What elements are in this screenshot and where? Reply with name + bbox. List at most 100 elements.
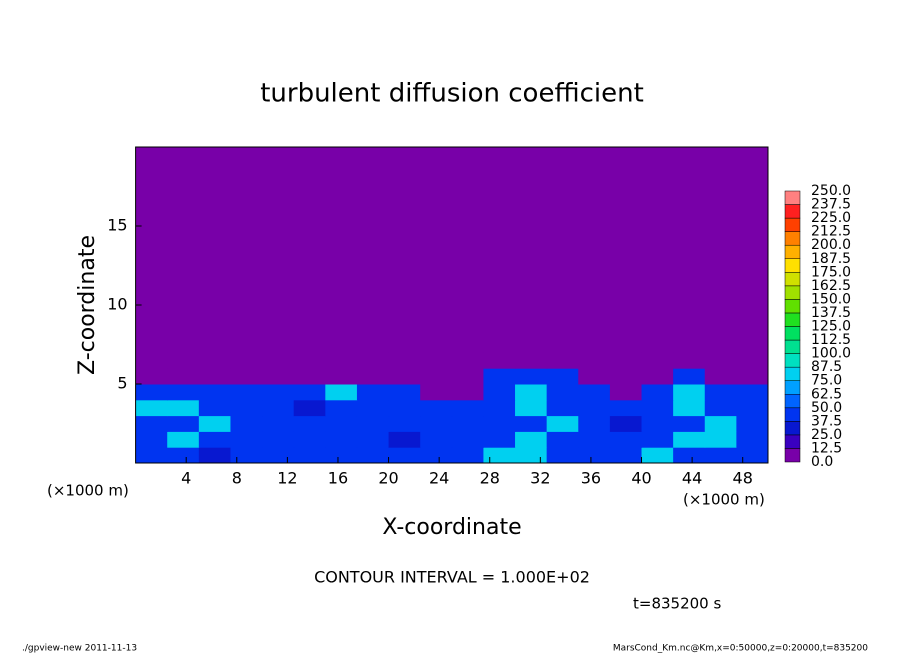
colorbar-swatch	[784, 217, 801, 232]
cell	[135, 415, 168, 432]
cell	[420, 147, 453, 353]
cell	[230, 431, 263, 448]
x-unit: (×1000 m)	[683, 491, 765, 509]
cell	[420, 352, 453, 369]
cell	[578, 384, 611, 401]
cell	[578, 431, 611, 448]
cell	[356, 415, 390, 432]
cell	[325, 368, 358, 385]
cell	[420, 384, 453, 401]
cell	[609, 384, 643, 401]
cell	[230, 415, 263, 432]
colorbar-swatch	[784, 326, 801, 341]
cell	[325, 399, 358, 417]
cell	[420, 431, 453, 448]
cell	[673, 352, 706, 369]
cell	[673, 147, 706, 353]
cell	[704, 384, 737, 401]
cell	[167, 147, 200, 353]
cell	[515, 415, 548, 432]
cell	[515, 447, 548, 464]
cell	[578, 368, 611, 385]
cell	[451, 399, 484, 417]
colorbar-label: 212.5	[811, 224, 851, 240]
cell	[325, 447, 358, 464]
cell	[704, 352, 737, 369]
cell	[420, 415, 453, 432]
cell	[325, 352, 358, 369]
cell	[167, 399, 200, 417]
cell	[420, 368, 453, 385]
cell	[135, 368, 168, 385]
cell	[609, 147, 643, 353]
colorbar-swatch	[784, 366, 801, 381]
cell	[673, 447, 706, 464]
cell	[356, 399, 390, 417]
cell	[578, 352, 611, 369]
y-axis-label: Z-coordinate	[75, 235, 100, 375]
cell	[515, 368, 548, 385]
cell	[546, 368, 579, 385]
cell	[262, 431, 295, 448]
cell	[704, 431, 737, 448]
cell	[515, 431, 548, 448]
cell	[704, 147, 737, 353]
cell	[736, 399, 769, 417]
cell	[198, 415, 231, 432]
cell	[641, 384, 674, 401]
colorbar-swatch	[784, 231, 801, 246]
cell	[451, 352, 484, 369]
x-tick-label: 4	[181, 469, 191, 488]
cell	[546, 399, 579, 417]
cell	[135, 352, 168, 369]
cell	[262, 447, 295, 464]
colorbar-label: 187.5	[811, 251, 851, 267]
cell	[135, 431, 168, 448]
cell	[356, 368, 390, 385]
cell	[262, 415, 295, 432]
colorbar-swatch	[784, 353, 801, 368]
x-tick-label: 44	[682, 469, 702, 488]
cell	[356, 352, 390, 369]
cell	[546, 431, 579, 448]
colorbar-label: 150.0	[811, 291, 851, 307]
chart-title: turbulent diffusion coefficient	[260, 79, 644, 109]
colorbar-swatch	[784, 339, 801, 354]
cell	[167, 368, 200, 385]
cell	[641, 447, 674, 464]
colorbar-swatch	[784, 380, 801, 395]
cell	[198, 447, 231, 464]
cell	[167, 447, 200, 464]
cell	[262, 352, 295, 369]
cell	[609, 368, 643, 385]
colorbar-swatch	[784, 204, 801, 219]
colorbar-swatch	[784, 272, 801, 287]
cell	[262, 399, 295, 417]
colorbar-label: 112.5	[811, 332, 851, 348]
cell	[388, 399, 421, 417]
cell	[230, 352, 263, 369]
cell	[483, 431, 516, 448]
cell	[293, 368, 326, 385]
cell	[578, 147, 611, 353]
cell	[451, 447, 484, 464]
cell	[198, 352, 231, 369]
cell	[736, 431, 769, 448]
y-unit: (×1000 m)	[47, 482, 129, 500]
cell	[546, 415, 579, 432]
cell	[736, 352, 769, 369]
cell	[198, 431, 231, 448]
colorbar-label: 12.5	[811, 440, 842, 456]
x-tick-label: 12	[277, 469, 297, 488]
cell	[293, 415, 326, 432]
cell	[704, 399, 737, 417]
cell	[673, 399, 706, 417]
cell	[420, 399, 453, 417]
colorbar-label: 37.5	[811, 413, 842, 429]
colorbar-label: 250.0	[811, 183, 851, 199]
cell	[515, 399, 548, 417]
cell	[736, 447, 769, 464]
cell	[325, 431, 358, 448]
x-tick-label: 48	[733, 469, 753, 488]
